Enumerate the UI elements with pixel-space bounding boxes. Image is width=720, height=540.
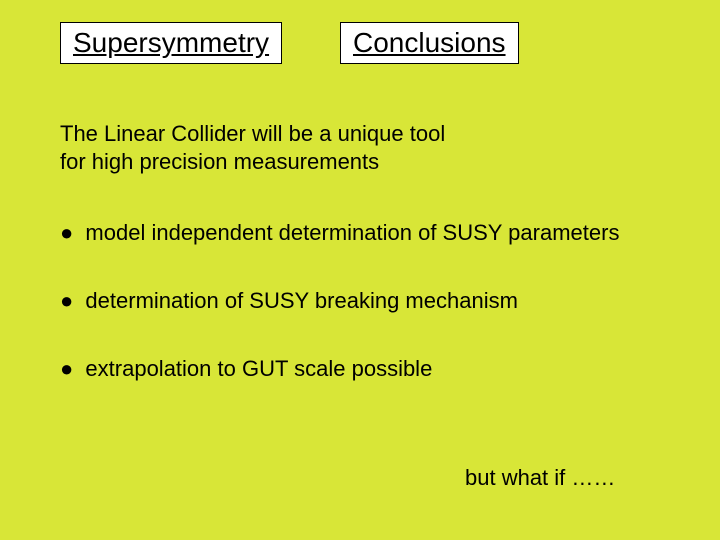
bullet-dot-icon: ● [60, 220, 73, 246]
bullet-item-3: ● extrapolation to GUT scale possible [60, 356, 432, 382]
footer-text: but what if …… [465, 465, 615, 491]
bullet-item-2: ● determination of SUSY breaking mechani… [60, 288, 518, 314]
bullet-item-1: ● model independent determination of SUS… [60, 220, 619, 246]
intro-paragraph: The Linear Collider will be a unique too… [60, 120, 445, 175]
bullet-text-3: extrapolation to GUT scale possible [85, 356, 432, 381]
bullet-text-2: determination of SUSY breaking mechanism [85, 288, 517, 313]
intro-line-1: The Linear Collider will be a unique too… [60, 121, 445, 146]
title-supersymmetry: Supersymmetry [60, 22, 282, 64]
bullet-dot-icon: ● [60, 288, 73, 314]
bullet-dot-icon: ● [60, 356, 73, 382]
bullet-text-1: model independent determination of SUSY … [85, 220, 619, 245]
intro-line-2: for high precision measurements [60, 149, 379, 174]
title-conclusions: Conclusions [340, 22, 519, 64]
